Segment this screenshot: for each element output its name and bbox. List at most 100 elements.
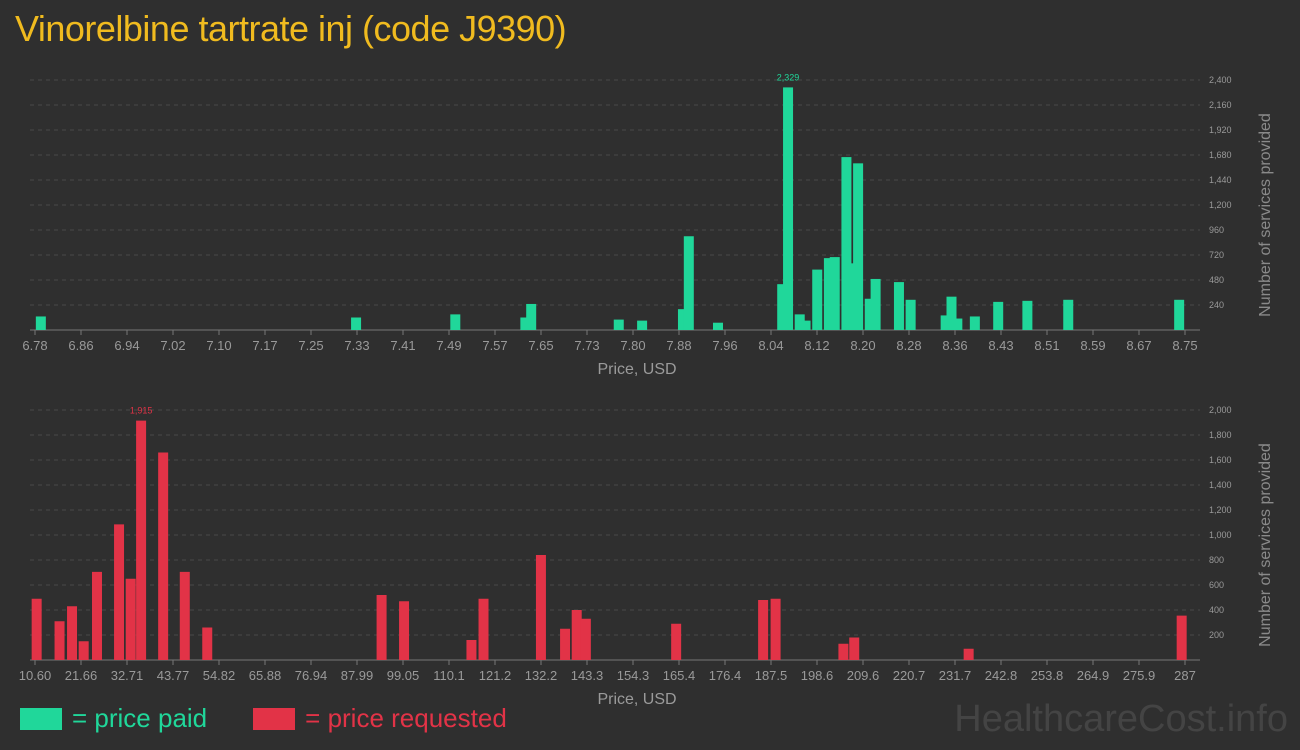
requested-bar (158, 452, 169, 660)
paid-bar (777, 284, 788, 330)
paid-bar (637, 320, 648, 330)
requested-bar (571, 610, 582, 660)
paid-x-tick-label: 8.75 (1172, 338, 1197, 353)
requested-bar (535, 555, 546, 660)
paid-y-tick-label: 1,920 (1209, 125, 1232, 135)
requested-x-tick-label: 54.82 (203, 668, 236, 683)
paid-bar (613, 319, 624, 330)
requested-x-axis-title: Price, USD (597, 691, 676, 708)
requested-bar (758, 600, 769, 660)
paid-x-tick-label: 7.73 (574, 338, 599, 353)
paid-bar (794, 314, 805, 330)
legend-swatch-paid (20, 707, 62, 730)
paid-bar (829, 257, 840, 330)
requested-y-tick-label: 1,800 (1209, 430, 1232, 440)
legend: = price paid = price requested (20, 703, 553, 734)
paid-bar (520, 317, 531, 330)
requested-x-tick-label: 165.4 (663, 668, 696, 683)
legend-item-requested: = price requested (253, 703, 507, 734)
requested-bar (67, 606, 78, 660)
paid-x-tick-label: 6.86 (68, 338, 93, 353)
paid-bar (35, 316, 46, 330)
chart-title: Vinorelbine tartrate inj (code J9390) (15, 8, 567, 49)
price-requested-chart: 200 400 600 800 1,000 1,200 1,400 1,600 1,800 2,0… (19, 405, 1274, 708)
requested-bar (580, 618, 591, 660)
paid-bar (952, 318, 963, 330)
requested-x-tick-label: 121.2 (479, 668, 512, 683)
paid-y-tick-label: 480 (1209, 275, 1224, 285)
paid-x-axis-title: Price, USD (597, 361, 676, 378)
requested-x-tick-label: 220.7 (893, 668, 926, 683)
paid-x-tick-label: 8.20 (850, 338, 875, 353)
requested-x-tick-label: 242.8 (985, 668, 1018, 683)
paid-bar (946, 296, 957, 330)
requested-bar (114, 524, 125, 660)
paid-x-tick-label: 7.96 (712, 338, 737, 353)
paid-bar (783, 87, 794, 330)
requested-x-tick-label: 231.7 (939, 668, 972, 683)
requested-bar (54, 621, 65, 660)
legend-item-paid: = price paid (20, 703, 207, 734)
paid-bar (853, 163, 864, 330)
paid-bar (905, 299, 916, 330)
paid-x-tick-label: 8.67 (1126, 338, 1151, 353)
requested-bar (963, 648, 974, 660)
requested-bar (478, 598, 489, 660)
paid-y-tick-label: 960 (1209, 225, 1224, 235)
paid-y-tick-label: 240 (1209, 300, 1224, 310)
paid-x-tick-label: 7.57 (482, 338, 507, 353)
paid-peak-label: 2,329 (777, 72, 800, 82)
requested-x-tick-label: 110.1 (433, 668, 465, 683)
requested-x-tick-label: 275.9 (1123, 668, 1156, 683)
paid-x-tick-label: 7.80 (620, 338, 645, 353)
requested-bar (78, 641, 89, 660)
requested-x-tick-label: 43.77 (157, 668, 190, 683)
legend-label-paid: = price paid (72, 703, 208, 733)
price-paid-chart: 240 480 720 960 1,200 1,440 1,680 1,920 2,160 2,4… (22, 72, 1274, 378)
requested-bar (1176, 615, 1187, 660)
requested-y-tick-label: 2,000 (1209, 405, 1232, 415)
paid-y-tick-label: 720 (1209, 250, 1224, 260)
requested-x-tick-label: 65.88 (249, 668, 282, 683)
requested-peak-label: 1,915 (130, 406, 153, 416)
requested-x-tick-label: 187.5 (755, 668, 788, 683)
paid-bar (677, 309, 688, 330)
requested-bar (849, 637, 860, 660)
requested-x-tick-label: 10.60 (19, 668, 52, 683)
paid-x-tick-label: 8.59 (1080, 338, 1105, 353)
paid-bar (841, 157, 852, 330)
requested-x-tick-label: 253.8 (1031, 668, 1064, 683)
paid-y-tick-label: 2,160 (1209, 100, 1232, 110)
requested-x-tick-label: 87.99 (341, 668, 374, 683)
requested-bar (136, 420, 147, 660)
requested-bar (838, 643, 849, 660)
requested-x-tick-label: 132.2 (525, 668, 558, 683)
paid-x-tick-label: 8.43 (988, 338, 1013, 353)
requested-y-tick-label: 800 (1209, 555, 1224, 565)
requested-y-tick-label: 600 (1209, 580, 1224, 590)
paid-bar (526, 303, 537, 330)
paid-bar (712, 322, 723, 330)
paid-x-tick-label: 8.28 (896, 338, 921, 353)
requested-y-tick-label: 1,000 (1209, 530, 1232, 540)
requested-x-tick-label: 287 (1174, 668, 1196, 683)
requested-y-tick-label: 400 (1209, 605, 1224, 615)
paid-x-tick-label: 7.88 (666, 338, 691, 353)
paid-y-tick-label: 1,440 (1209, 175, 1232, 185)
requested-x-tick-label: 198.6 (801, 668, 834, 683)
requested-x-tick-label: 143.3 (571, 668, 604, 683)
requested-x-tick-label: 176.4 (709, 668, 742, 683)
legend-label-requested: = price requested (305, 703, 507, 733)
requested-bar (770, 598, 781, 660)
paid-x-tick-label: 7.25 (298, 338, 323, 353)
paid-x-tick-label: 6.78 (22, 338, 47, 353)
watermark: HealthcareCost.info (954, 698, 1288, 740)
paid-x-tick-label: 7.65 (528, 338, 553, 353)
legend-swatch-requested (253, 707, 296, 730)
requested-x-tick-label: 76.94 (295, 668, 328, 683)
requested-bar (91, 571, 102, 660)
paid-x-tick-label: 7.33 (344, 338, 369, 353)
paid-bar (812, 269, 823, 330)
paid-x-tick-label: 7.02 (160, 338, 185, 353)
paid-x-tick-label: 7.49 (436, 338, 461, 353)
